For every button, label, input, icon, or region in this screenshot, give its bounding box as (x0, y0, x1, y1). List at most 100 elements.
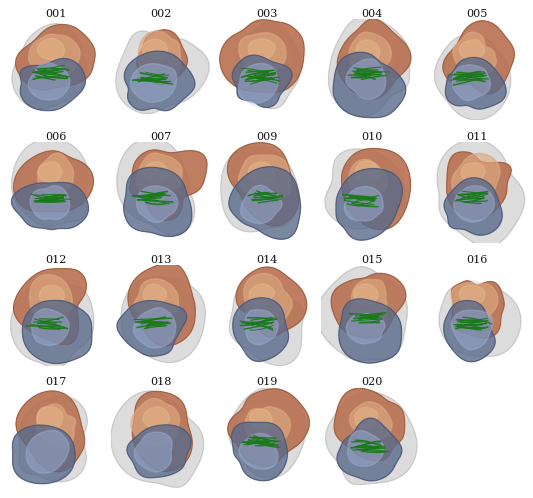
Polygon shape (342, 148, 410, 230)
Title: 007: 007 (151, 132, 172, 142)
Polygon shape (443, 301, 495, 362)
Polygon shape (229, 277, 304, 366)
Polygon shape (239, 64, 278, 103)
Polygon shape (453, 32, 496, 76)
Polygon shape (437, 139, 524, 247)
Polygon shape (19, 396, 87, 482)
Polygon shape (451, 282, 498, 325)
Polygon shape (131, 398, 180, 445)
Polygon shape (349, 159, 387, 195)
Title: 006: 006 (45, 132, 67, 142)
Polygon shape (229, 167, 301, 239)
Polygon shape (328, 17, 410, 117)
Polygon shape (136, 153, 182, 201)
Polygon shape (15, 24, 95, 90)
Polygon shape (124, 51, 195, 111)
Title: 002: 002 (150, 9, 172, 19)
Polygon shape (441, 157, 500, 231)
Polygon shape (434, 35, 511, 120)
Polygon shape (452, 153, 500, 203)
Polygon shape (459, 285, 485, 306)
Title: 019: 019 (256, 377, 277, 387)
Polygon shape (28, 63, 70, 100)
Polygon shape (124, 167, 192, 237)
Polygon shape (446, 57, 506, 109)
Polygon shape (326, 392, 417, 485)
Polygon shape (355, 407, 378, 428)
Polygon shape (132, 391, 192, 472)
Polygon shape (234, 401, 294, 470)
Polygon shape (26, 34, 84, 101)
Polygon shape (229, 387, 306, 478)
Polygon shape (31, 309, 69, 346)
Polygon shape (342, 280, 395, 349)
Polygon shape (233, 298, 288, 362)
Polygon shape (444, 178, 502, 235)
Polygon shape (221, 146, 298, 232)
Polygon shape (14, 269, 86, 345)
Title: 004: 004 (361, 9, 383, 19)
Polygon shape (12, 183, 88, 230)
Polygon shape (232, 55, 292, 108)
Title: 016: 016 (466, 254, 488, 265)
Polygon shape (12, 139, 88, 227)
Polygon shape (14, 151, 93, 212)
Title: 012: 012 (45, 254, 67, 265)
Title: 017: 017 (45, 377, 67, 387)
Polygon shape (346, 314, 385, 344)
Polygon shape (20, 58, 85, 111)
Title: 013: 013 (150, 254, 172, 265)
Polygon shape (249, 409, 272, 428)
Title: 018: 018 (150, 377, 172, 387)
Polygon shape (133, 308, 176, 348)
Polygon shape (22, 401, 81, 468)
Title: 011: 011 (466, 132, 488, 142)
Polygon shape (30, 186, 70, 220)
Polygon shape (337, 418, 402, 481)
Polygon shape (454, 186, 495, 222)
Polygon shape (234, 34, 294, 107)
Polygon shape (134, 279, 179, 320)
Polygon shape (333, 52, 406, 118)
Title: 009: 009 (256, 132, 277, 142)
Polygon shape (130, 158, 189, 223)
Polygon shape (127, 425, 191, 478)
Polygon shape (334, 388, 405, 461)
Polygon shape (137, 30, 188, 85)
Polygon shape (354, 161, 380, 183)
Polygon shape (337, 19, 411, 99)
Title: 020: 020 (361, 377, 383, 387)
Title: 001: 001 (45, 9, 67, 19)
Polygon shape (236, 156, 289, 221)
Polygon shape (351, 279, 387, 325)
Polygon shape (354, 284, 378, 305)
Polygon shape (228, 389, 309, 467)
Polygon shape (26, 430, 69, 473)
Polygon shape (447, 152, 511, 219)
Polygon shape (232, 422, 287, 481)
Polygon shape (350, 402, 392, 444)
Polygon shape (116, 31, 209, 114)
Polygon shape (452, 65, 490, 101)
Polygon shape (11, 281, 94, 368)
Polygon shape (346, 59, 385, 100)
Polygon shape (16, 391, 85, 472)
Polygon shape (447, 34, 500, 101)
Polygon shape (136, 186, 177, 223)
Title: 015: 015 (361, 254, 383, 265)
Title: 005: 005 (466, 9, 488, 19)
Title: 010: 010 (361, 132, 383, 142)
Polygon shape (142, 39, 167, 59)
Polygon shape (38, 162, 62, 182)
Polygon shape (127, 403, 187, 470)
Polygon shape (37, 404, 76, 447)
Polygon shape (129, 35, 189, 96)
Title: 003: 003 (256, 9, 277, 19)
Polygon shape (317, 267, 407, 361)
Polygon shape (117, 138, 195, 236)
Title: 014: 014 (256, 254, 277, 265)
Polygon shape (451, 281, 504, 338)
Polygon shape (12, 24, 86, 109)
Polygon shape (245, 407, 290, 444)
Polygon shape (39, 285, 64, 305)
